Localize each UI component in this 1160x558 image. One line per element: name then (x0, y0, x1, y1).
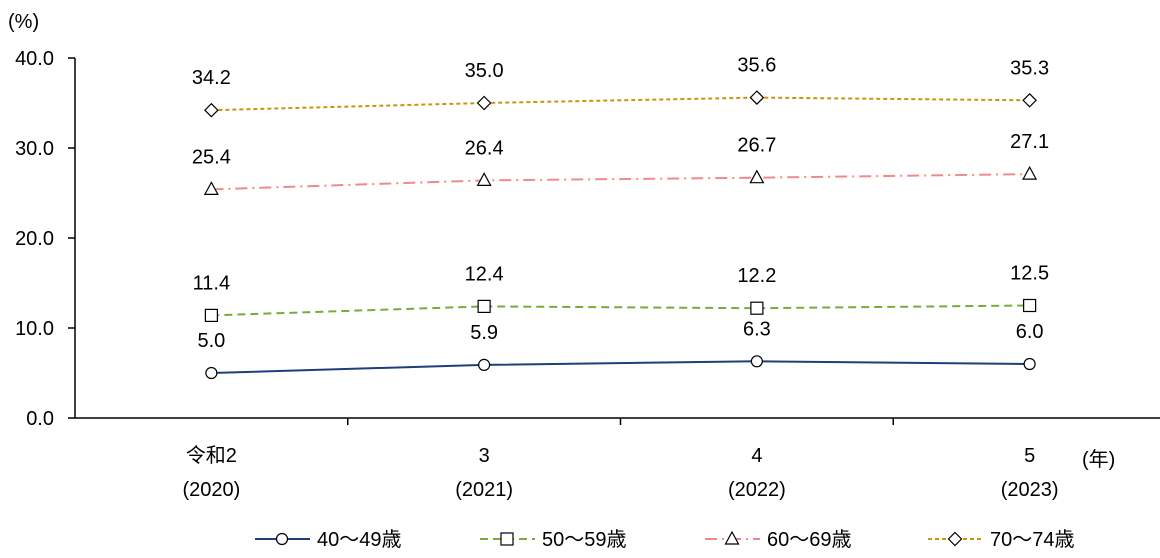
x-tick-year-label: (2022) (728, 479, 786, 501)
x-tick-year-label: (2023) (1001, 479, 1059, 501)
data-point (477, 299, 491, 313)
series-line (211, 96, 1030, 112)
data-point (750, 355, 763, 368)
x-tick-label: 4 (751, 445, 762, 467)
data-label: 5.9 (470, 322, 498, 344)
series-2: 25.4 26.4 26.7 27.1 (192, 131, 1049, 195)
series-line (211, 360, 1030, 374)
data-label: 5.0 (197, 330, 225, 352)
data-label: 27.1 (1010, 131, 1049, 153)
axes: 0.0 10.0 20.0 30.0 40.0 令和2 (2020) 3 (2021) 4 (202… (15, 48, 1160, 501)
data-point (1022, 165, 1038, 180)
series-0: 5.0 5.9 6.3 6.0 (197, 318, 1044, 380)
data-label: 35.3 (1010, 57, 1049, 79)
y-tick-label: 0.0 (26, 408, 54, 430)
y-tick-label: 20.0 (15, 228, 54, 250)
data-label: 26.7 (737, 135, 776, 157)
data-label: 34.2 (192, 67, 231, 89)
series-1: 11.4 12.4 12.2 12.5 (193, 263, 1049, 322)
data-point (749, 169, 765, 184)
data-point (476, 95, 492, 111)
x-tick-label: 5 (1024, 445, 1035, 467)
data-label: 6.0 (1016, 321, 1044, 343)
y-tick-label: 40.0 (15, 48, 54, 70)
legend-marker (500, 532, 514, 546)
legend-label: 70〜74歳 (990, 528, 1075, 551)
series-line (211, 173, 1030, 191)
x-tick-year-label: (2021) (455, 479, 513, 501)
legend-item: 40〜49歳 (255, 528, 402, 551)
data-label: 11.4 (193, 272, 230, 294)
data-label: 25.4 (192, 146, 231, 168)
data-point (204, 102, 219, 118)
data-point (1022, 92, 1037, 108)
y-tick-label: 10.0 (15, 318, 54, 340)
legend-marker (724, 530, 740, 545)
data-point (478, 358, 491, 371)
data-point (750, 301, 764, 315)
data-label: 12.2 (737, 265, 776, 287)
x-tick-label: 3 (479, 445, 490, 467)
data-label: 6.3 (743, 318, 771, 340)
data-label: 35.6 (737, 55, 776, 77)
data-label: 12.5 (1010, 263, 1049, 285)
y-axis-unit: (%) (8, 11, 39, 33)
x-tick-year-label: (2020) (182, 479, 240, 501)
data-point (205, 366, 218, 380)
legend-label: 40〜49歳 (317, 528, 402, 551)
x-tick-label: 令和2 (186, 444, 237, 467)
legend-item: 60〜69歳 (705, 528, 852, 551)
series-group: 5.0 5.9 6.3 6.0 11.4 12.4 12.2 12.5 25.4 26.4 26.7… (192, 55, 1049, 380)
legend-marker (947, 531, 963, 547)
legend-item: 50〜59歳 (480, 528, 627, 551)
y-tick-label: 30.0 (15, 138, 54, 160)
data-label: 26.4 (465, 137, 504, 159)
series-line (211, 304, 1030, 317)
legend-label: 50〜59歳 (542, 528, 627, 551)
data-label: 12.4 (465, 263, 504, 285)
series-3: 34.2 35.0 35.6 35.3 (192, 55, 1049, 118)
x-axis-unit: (年) (1082, 448, 1115, 471)
data-point (204, 308, 218, 322)
data-point (1023, 298, 1037, 313)
legend-marker (275, 532, 289, 546)
legend-item: 70〜74歳 (928, 528, 1075, 551)
data-point (749, 90, 765, 105)
legend: 40〜49歳 50〜59歳 60〜69歳 70〜74歳 (255, 528, 1075, 551)
legend-label: 60〜69歳 (767, 528, 852, 551)
data-point (476, 172, 492, 186)
data-point (1023, 357, 1036, 371)
data-label: 35.0 (465, 60, 504, 82)
data-point (203, 181, 219, 195)
